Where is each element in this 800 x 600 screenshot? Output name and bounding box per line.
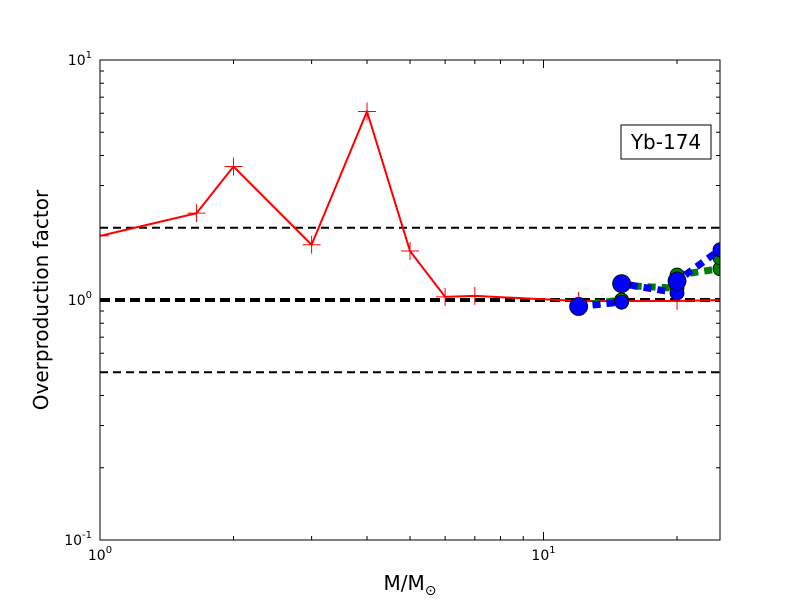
series-line xyxy=(578,246,720,310)
series-point xyxy=(436,287,455,306)
x-axis-label-main: M/M xyxy=(384,571,425,595)
series-point xyxy=(712,261,720,277)
x-tick-label: 100 xyxy=(88,545,112,564)
series-point xyxy=(187,204,206,223)
series-layer xyxy=(100,102,720,316)
series-point xyxy=(465,286,484,305)
plot-frame xyxy=(99,59,721,541)
series-point xyxy=(712,242,720,258)
series-point xyxy=(711,291,720,309)
y-tick-label: 101 xyxy=(68,50,92,69)
annotation-text: Yb-174 xyxy=(630,130,701,154)
x-axis-label-subscript: ⊙ xyxy=(425,583,437,599)
series-point xyxy=(224,157,243,176)
series-point xyxy=(302,235,321,254)
x-tick-labels: 100 101 xyxy=(88,545,556,564)
series-line xyxy=(100,108,720,302)
y-tick-label: 10-1 xyxy=(64,530,92,549)
y-tick-label: 100 xyxy=(68,290,92,309)
series-point xyxy=(358,102,377,121)
annotation-box: Yb-174 xyxy=(620,124,712,160)
series-point xyxy=(612,274,632,294)
annotation-frame xyxy=(620,124,712,160)
x-axis-label: M/M⊙ xyxy=(384,571,437,599)
y-axis-label: Overproduction factor xyxy=(29,189,53,410)
x-tick-label: 101 xyxy=(531,545,555,564)
series-point xyxy=(569,297,589,316)
y-tick-labels: 10-1 100 101 xyxy=(64,50,92,549)
series-point xyxy=(667,271,687,291)
series-point xyxy=(401,242,419,261)
series-point xyxy=(100,226,109,245)
series-point xyxy=(614,294,630,310)
